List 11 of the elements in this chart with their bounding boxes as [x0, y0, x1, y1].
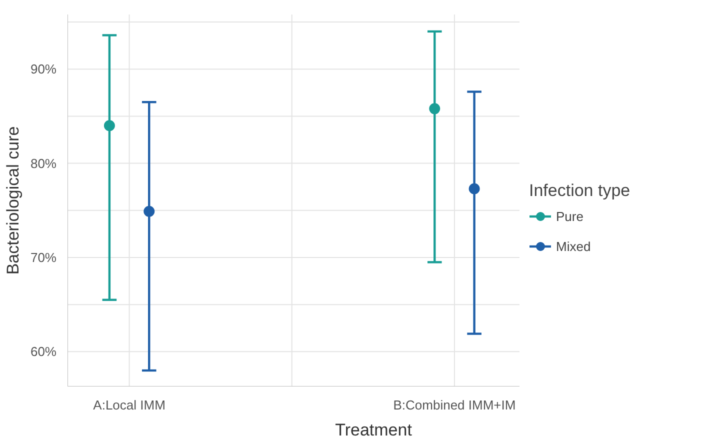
- legend-label: Mixed: [556, 238, 591, 254]
- y-tick-label: 90%: [30, 62, 57, 77]
- legend-title: Infection type: [529, 181, 630, 201]
- x-tick-label: B:Combined IMM+IM: [393, 398, 516, 412]
- y-axis-title: Bacteriological cure: [3, 126, 22, 275]
- x-axis-title: Treatment: [335, 420, 412, 437]
- y-tick-label: 70%: [30, 250, 57, 265]
- y-tick-label: 60%: [30, 344, 57, 360]
- legend-label: Pure: [556, 208, 584, 224]
- x-tick-label: A:Local IMM: [93, 398, 166, 412]
- y-tick-label: 80%: [30, 156, 57, 171]
